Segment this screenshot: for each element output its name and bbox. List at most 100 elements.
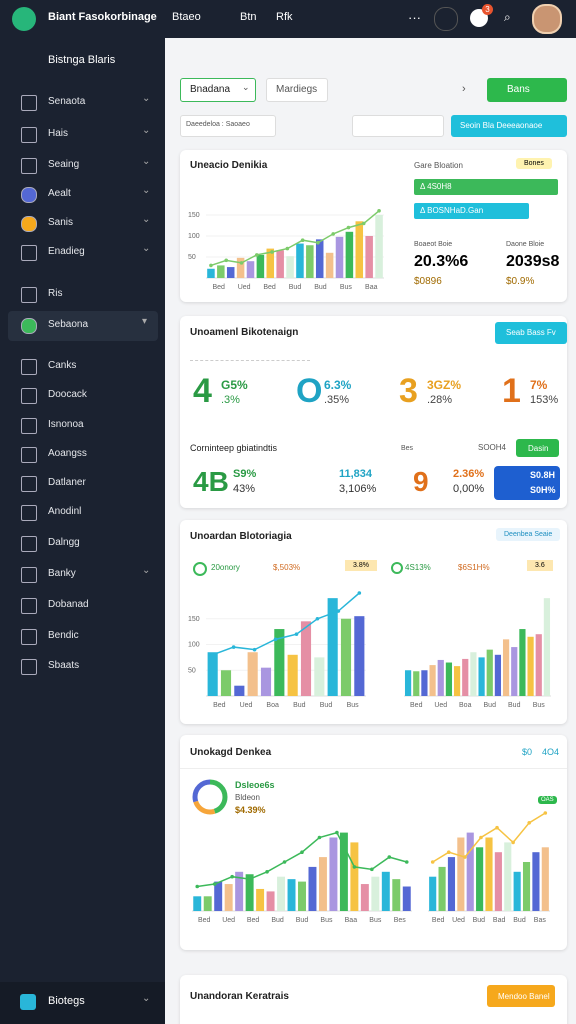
menu-item[interactable]: Sbaats <box>48 660 80 671</box>
kpi-b: 153% <box>530 394 559 406</box>
menu-item[interactable]: Sanis <box>48 217 74 228</box>
x-tick-label: Bes <box>394 917 407 924</box>
trend-point <box>231 645 236 649</box>
menu-item[interactable]: Senaota <box>48 96 86 107</box>
menu-icon <box>21 659 37 675</box>
action-button[interactable] <box>451 115 567 137</box>
menu-icon <box>21 629 37 645</box>
more-icon[interactable]: ··· <box>408 10 421 25</box>
row-label: Bes <box>401 445 414 452</box>
button[interactable] <box>516 439 559 457</box>
trend-point <box>285 246 290 251</box>
kpi-big: O <box>296 372 323 410</box>
x-tick-label: Bud <box>320 702 333 709</box>
legend-label: 4S13% <box>405 563 431 572</box>
trend-point <box>300 850 304 854</box>
bar-chart: 50 100 150 Bed Ued Bed Bud Bud Bus Baa <box>188 209 384 291</box>
x-tick-label: Bed <box>198 917 211 924</box>
bar-chart: Bed Ued Bud Bad Bud Bas <box>428 811 550 924</box>
chevron: ⌄ <box>142 243 151 254</box>
card <box>180 150 567 302</box>
button[interactable] <box>487 985 555 1007</box>
x-tick-label: Ued <box>434 702 447 709</box>
menu-item[interactable]: Dobanad <box>48 599 89 610</box>
bar <box>392 879 401 911</box>
x-tick-label: Bed <box>212 284 225 291</box>
filter[interactable] <box>180 115 276 137</box>
icon-button[interactable] <box>434 7 458 31</box>
avatar[interactable] <box>532 4 562 34</box>
menu-item[interactable]: Seaing <box>48 159 80 170</box>
donut-sub: Bldeon <box>235 793 260 802</box>
chevron: ⌄ <box>142 993 151 1004</box>
bar <box>478 657 485 696</box>
y-tick-label: 100 <box>188 233 200 240</box>
footer-label[interactable]: Biotegs <box>48 995 85 1007</box>
nav-item[interactable]: Btaeo <box>172 11 201 23</box>
menu-icon <box>21 476 37 492</box>
box-value: S0.8H <box>530 470 556 480</box>
x-tick-label: Bus <box>340 284 353 291</box>
menu-item[interactable]: Anodinl <box>48 506 82 517</box>
bar <box>287 879 296 911</box>
menu-item[interactable]: Bendic <box>48 630 79 641</box>
nav-item[interactable]: Rfk <box>276 11 293 23</box>
bar <box>541 847 549 911</box>
primary-button[interactable] <box>487 78 567 102</box>
chevron: ⌄ <box>142 214 151 225</box>
status-bar <box>414 179 558 195</box>
menu-item[interactable]: Aealt <box>48 188 71 199</box>
menu-item[interactable]: Datlaner <box>48 477 86 488</box>
trend-point <box>446 850 451 854</box>
x-tick-label: Bud <box>484 702 497 709</box>
highlight-box <box>494 466 560 500</box>
menu-item[interactable]: Hais <box>48 128 69 139</box>
menu-icon <box>21 187 37 203</box>
arrow[interactable]: › <box>462 83 466 95</box>
donut-segment <box>192 779 228 815</box>
search-icon[interactable]: ⌕ <box>504 10 511 24</box>
x-tick-label: Ued <box>238 284 251 291</box>
nav-item[interactable]: Btn <box>240 11 257 23</box>
x-tick-label: Bad <box>493 917 506 924</box>
bar-chart: Bed Ued Bed Bud Bud Bus Baa Bus Bes <box>192 830 412 924</box>
menu-icon <box>21 158 37 174</box>
sidebar: Bistnga Blaris Biotegs ⌄ Senaota ⌄ Hais ⌄ Se… <box>0 38 165 1024</box>
icon-group[interactable] <box>352 115 444 137</box>
menu-item[interactable]: Aoangss <box>48 448 87 459</box>
menu-item[interactable]: Doocack <box>48 389 87 400</box>
bar <box>207 652 218 696</box>
trend-point <box>430 860 435 864</box>
x-tick-label: Bus <box>320 917 333 924</box>
menu-item[interactable]: Sebaona <box>48 319 89 330</box>
pill: OAS <box>538 796 557 804</box>
x-tick-label: Bud <box>293 702 306 709</box>
trend-point <box>357 591 362 595</box>
chip[interactable]: Deenbea Seaie <box>496 528 561 541</box>
menu-item[interactable]: Dalngg <box>48 537 80 548</box>
menu-item[interactable]: Ris <box>48 288 63 299</box>
menu-item[interactable]: Canks <box>48 360 77 371</box>
trend-point <box>224 258 229 263</box>
x-tick-label: Bus <box>347 702 360 709</box>
kpi-b: 43% <box>233 483 256 495</box>
menu-item[interactable]: Enadieg <box>48 246 85 257</box>
bar <box>224 884 233 911</box>
legend-value: $,503% <box>273 563 301 572</box>
kpi-b: 3,106% <box>339 483 377 495</box>
menu-icon <box>21 359 37 375</box>
menu-item[interactable]: Banky <box>48 568 76 579</box>
bar <box>247 652 258 696</box>
row-label: SOOH4 <box>478 443 507 452</box>
stat-label: Daone Bloie <box>506 241 545 248</box>
bar <box>193 896 202 911</box>
bar <box>453 666 461 696</box>
menu-item[interactable]: Isnonoa <box>48 419 84 430</box>
button[interactable] <box>495 322 567 344</box>
trend-point <box>495 825 499 830</box>
trend-point <box>282 860 287 864</box>
select[interactable] <box>180 78 256 102</box>
kpi-b: .28% <box>427 394 453 406</box>
trend-point <box>335 830 339 835</box>
tab[interactable] <box>266 78 328 102</box>
